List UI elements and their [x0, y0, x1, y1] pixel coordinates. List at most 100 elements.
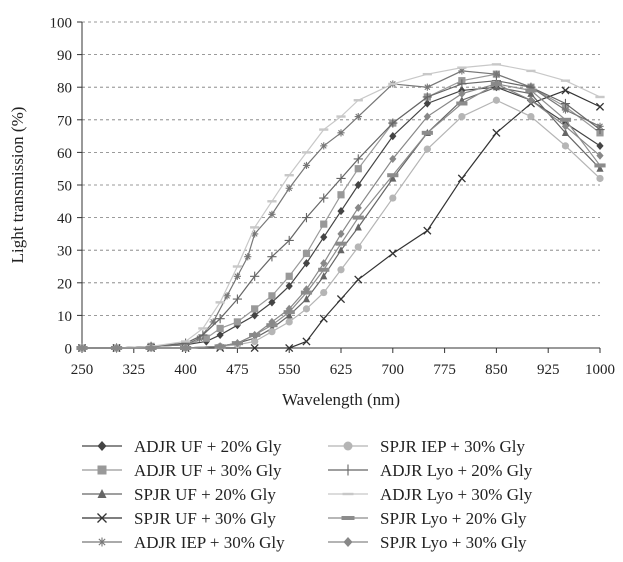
y-tick-label: 80 — [57, 81, 72, 97]
legend-item: ADJR IEP + 30% Gly — [82, 533, 285, 552]
data-point — [594, 163, 606, 168]
legend-item: ADJR Lyo + 30% Gly — [328, 485, 533, 504]
data-point — [458, 67, 466, 75]
data-point — [233, 318, 241, 326]
data-point — [251, 311, 259, 320]
data-point — [337, 246, 345, 254]
data-point — [596, 141, 604, 150]
data-point — [354, 180, 362, 190]
data-point — [335, 241, 347, 246]
data-point — [560, 98, 571, 109]
data-point — [354, 112, 362, 121]
series-9 — [76, 81, 606, 350]
data-point — [233, 272, 241, 280]
legend-label: ADJR Lyo + 20% Gly — [380, 461, 533, 480]
data-point — [302, 337, 311, 346]
data-point — [250, 271, 260, 281]
x-tick-label: 925 — [537, 362, 560, 378]
data-point — [216, 342, 224, 351]
data-point — [559, 117, 572, 122]
data-point — [337, 191, 345, 199]
legend-item: ADJR UF + 20% Gly — [82, 437, 282, 456]
axes: 0 10 20 30 40 50 60 70 80 90 100 250 325 400 475 550 625… — [50, 16, 616, 379]
data-point — [423, 112, 431, 121]
data-point — [354, 165, 362, 173]
data-point — [354, 243, 362, 251]
data-point — [284, 235, 294, 246]
data-point — [251, 330, 259, 340]
legend-label: SPJR Lyo + 20% Gly — [380, 509, 527, 528]
data-point — [337, 129, 345, 137]
data-point — [561, 122, 570, 131]
data-point — [387, 173, 399, 178]
data-point — [320, 233, 328, 242]
data-point — [267, 200, 277, 203]
data-point — [251, 337, 259, 346]
x-tick-label: 850 — [485, 362, 508, 378]
data-point — [492, 70, 500, 78]
data-point — [285, 184, 293, 192]
data-point — [268, 292, 276, 300]
data-point — [336, 173, 346, 184]
data-point — [216, 330, 224, 340]
data-point — [457, 79, 467, 89]
data-point — [285, 343, 294, 353]
legend-item: SPJR UF + 30% Gly — [82, 509, 276, 528]
data-point — [422, 72, 432, 76]
data-point — [561, 106, 570, 114]
data-point — [319, 128, 329, 131]
data-point — [457, 174, 466, 183]
data-point — [244, 253, 252, 261]
data-point — [354, 223, 362, 231]
data-point — [195, 334, 204, 342]
data-point — [337, 266, 345, 274]
data-point — [457, 66, 467, 69]
data-point — [268, 328, 276, 336]
data-point — [388, 249, 397, 258]
data-point — [97, 489, 107, 498]
data-point — [302, 295, 311, 303]
data-point — [456, 101, 468, 106]
data-point — [285, 281, 293, 291]
data-point — [354, 275, 363, 284]
data-point — [97, 537, 107, 547]
data-point — [320, 259, 328, 268]
data-point — [526, 69, 536, 73]
data-point — [285, 311, 293, 319]
y-tick-label: 30 — [57, 244, 72, 260]
data-point — [202, 334, 210, 342]
y-tick-label: 10 — [57, 309, 72, 325]
series-4 — [77, 86, 605, 353]
x-tick-label: 1000 — [585, 362, 615, 378]
x-tick-label: 775 — [433, 362, 456, 378]
data-point — [492, 128, 501, 137]
legend-label: SPJR IEP + 30% Gly — [380, 437, 525, 456]
data-point — [215, 301, 225, 304]
y-tick-label: 90 — [57, 48, 72, 64]
data-point — [336, 295, 346, 304]
data-point — [343, 441, 353, 451]
data-point — [320, 142, 328, 150]
legend-label: SPJR Lyo + 30% Gly — [380, 533, 527, 552]
data-point — [198, 330, 208, 340]
legend-label: ADJR UF + 20% Gly — [134, 437, 282, 456]
data-point — [337, 206, 345, 216]
legend-label: ADJR Lyo + 30% Gly — [380, 485, 533, 504]
data-point — [320, 288, 328, 297]
legend-item: SPJR UF + 20% Gly — [82, 485, 276, 504]
data-point — [251, 230, 259, 238]
legend-item: SPJR Lyo + 30% Gly — [328, 533, 527, 552]
data-point — [353, 99, 363, 102]
data-point — [112, 343, 121, 353]
data-point — [319, 314, 328, 323]
series-line — [82, 89, 601, 349]
y-tick-label: 100 — [50, 16, 73, 32]
data-point — [458, 112, 466, 121]
x-tick-label: 625 — [330, 362, 353, 378]
x-tick-label: 475 — [226, 362, 249, 378]
data-point — [492, 79, 500, 89]
data-point — [267, 252, 277, 262]
data-point — [423, 83, 431, 91]
data-point — [285, 272, 293, 280]
data-point — [527, 112, 535, 121]
